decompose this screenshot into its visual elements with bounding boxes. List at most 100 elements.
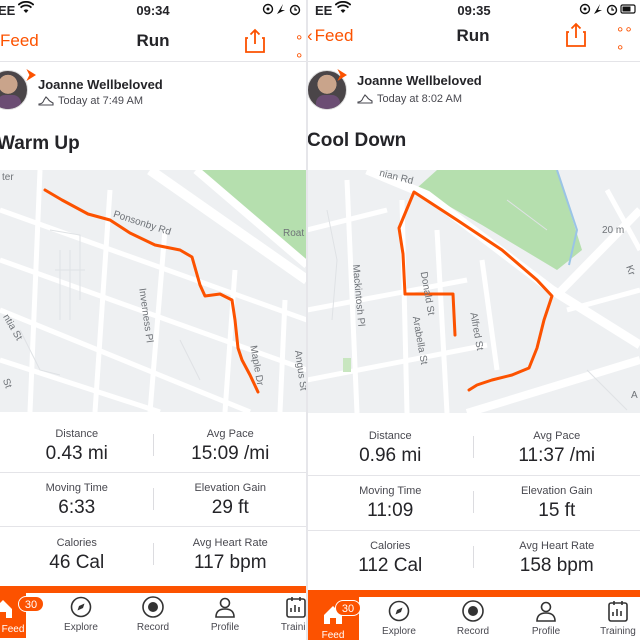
cool-down-screen: EE 09:35 ‹ Feed Run °°° Joanne Wellbelove… <box>307 0 640 640</box>
share-icon[interactable] <box>244 28 266 54</box>
stat-avg-heart-rate: Avg Heart Rate 158 bpm <box>474 540 640 577</box>
activity-title: Cool Down <box>307 130 407 151</box>
stat-label: Avg Pace <box>533 430 581 442</box>
street-label: A <box>631 390 638 401</box>
stat-value: 6:33 <box>58 497 96 518</box>
tab-explore[interactable]: Explore <box>45 595 117 633</box>
page-title: Run <box>456 26 490 45</box>
training-icon <box>286 597 306 618</box>
stat-moving-time: Moving Time 11:09 <box>307 485 474 522</box>
tab-label: Record <box>456 626 490 637</box>
stat-value: 11:09 <box>367 500 414 521</box>
more-options-icon[interactable]: °° <box>296 33 305 68</box>
street-label: ter <box>2 172 14 183</box>
stat-moving-time: Moving Time 6:33 <box>0 482 154 519</box>
stat-avg-pace: Avg Pace 15:09 /mi <box>154 428 308 465</box>
stat-value: 11:37 /mi <box>518 445 596 466</box>
stat-value: 0.96 mi <box>359 445 422 466</box>
home-icon <box>0 600 12 618</box>
tab-explore[interactable]: Explore <box>363 599 435 637</box>
stat-avg-pace: Avg Pace 11:37 /mi <box>474 430 640 467</box>
athlete-row: Joanne Wellbeloved Today at 8:02 AM <box>307 69 640 114</box>
record-icon <box>462 600 484 622</box>
stat-elevation-gain: Elevation Gain 29 ft <box>154 482 308 519</box>
activity-title: Warm Up <box>0 133 80 154</box>
stat-value: 117 bpm <box>193 552 267 573</box>
page-title: Run <box>136 31 170 50</box>
stat-value: 0.43 mi <box>45 443 108 464</box>
stats-grid: Distance 0.96 mi Avg Pace 11:37 /mi Movi… <box>307 422 640 587</box>
stat-avg-heart-rate: Avg Heart Rate 117 bpm <box>154 537 308 574</box>
tab-label: Trainin <box>280 622 307 633</box>
shoe-icon <box>38 96 54 106</box>
carrier-label: EE <box>0 3 16 18</box>
tab-label: Profile <box>210 622 240 633</box>
divider <box>153 488 154 510</box>
tab-bar: Feed 30 Explore Record Profile Trainin <box>0 586 307 638</box>
tab-record[interactable]: Record <box>117 595 189 633</box>
stat-distance: Distance 0.43 mi <box>0 428 154 465</box>
tab-record[interactable]: Record <box>437 599 509 637</box>
chevron-left-icon: ‹ <box>307 26 313 45</box>
stats-grid: Distance 0.43 mi Avg Pace 15:09 /mi Movi… <box>0 420 307 585</box>
stat-value: 15 ft <box>538 500 576 521</box>
share-icon[interactable] <box>565 22 587 48</box>
strava-badge-icon <box>26 69 36 81</box>
route-line <box>397 190 554 392</box>
more-options-icon[interactable]: °°° <box>617 25 634 60</box>
back-to-feed-button[interactable]: Feed <box>0 31 39 51</box>
stat-label: Moving Time <box>359 485 422 497</box>
tab-label: Record <box>136 622 170 633</box>
status-bar: EE 09:34 <box>0 0 307 20</box>
strava-badge-icon <box>337 69 347 81</box>
nav-back-label: Feed <box>0 31 39 50</box>
avatar[interactable] <box>0 70 28 110</box>
divider <box>307 530 640 531</box>
divider <box>153 434 154 456</box>
stat-label: Avg Heart Rate <box>519 540 595 552</box>
stat-calories: Calories 112 Cal <box>307 540 474 577</box>
profile-icon <box>215 597 235 618</box>
record-icon <box>142 596 164 618</box>
status-bar: EE 09:35 <box>307 0 640 20</box>
athlete-name[interactable]: Joanne Wellbeloved <box>38 77 163 92</box>
tab-profile[interactable]: Profile <box>510 599 582 637</box>
status-indicator-icons <box>262 2 306 19</box>
tab-profile[interactable]: Profile <box>189 595 261 633</box>
stat-label: Elevation Gain <box>520 485 593 497</box>
tab-bar: Feed 30 Explore Record Profile Training <box>307 590 640 640</box>
stat-label: Avg Pace <box>206 428 254 440</box>
shoe-icon <box>357 94 373 104</box>
stat-label: Distance <box>368 430 412 442</box>
activity-time: Today at 8:02 AM <box>377 93 462 105</box>
divider <box>0 526 307 527</box>
route-map[interactable]: nian Rd Mackintosh Pl Donald St Arabella… <box>307 170 640 413</box>
tab-label: Explore <box>382 626 416 637</box>
tab-bar-accent <box>0 586 307 593</box>
compass-icon <box>388 600 410 622</box>
route-map[interactable]: Ponsonby Rd Inverness Pl Angus St ntia S… <box>0 170 307 412</box>
divider <box>153 543 154 565</box>
profile-icon <box>536 601 556 622</box>
tab-feed[interactable]: Feed <box>0 593 26 638</box>
stat-elevation-gain: Elevation Gain 15 ft <box>474 485 640 522</box>
tab-training[interactable]: Trainin <box>260 595 307 633</box>
stat-value: 46 Cal <box>49 552 105 573</box>
stat-value: 158 bpm <box>519 555 594 576</box>
tab-training[interactable]: Training <box>582 599 640 637</box>
route-line <box>43 188 260 394</box>
stat-label: Moving Time <box>45 482 108 494</box>
stat-value: 112 Cal <box>358 555 423 576</box>
divider <box>0 472 307 473</box>
activity-meta: Today at 7:49 AM <box>38 95 143 107</box>
athlete-row: Joanne Wellbeloved Today at 7:49 AM <box>0 69 307 114</box>
tab-label: Explore <box>64 622 98 633</box>
divider <box>473 491 474 513</box>
tab-label: Feed <box>1 624 25 635</box>
athlete-name[interactable]: Joanne Wellbeloved <box>357 73 482 88</box>
street-label: Roat <box>283 228 305 239</box>
tab-label: Training <box>600 626 636 637</box>
status-time: 09:34 <box>136 3 170 18</box>
stat-label: Distance <box>55 428 99 440</box>
back-to-feed-button[interactable]: ‹ Feed <box>307 26 353 46</box>
